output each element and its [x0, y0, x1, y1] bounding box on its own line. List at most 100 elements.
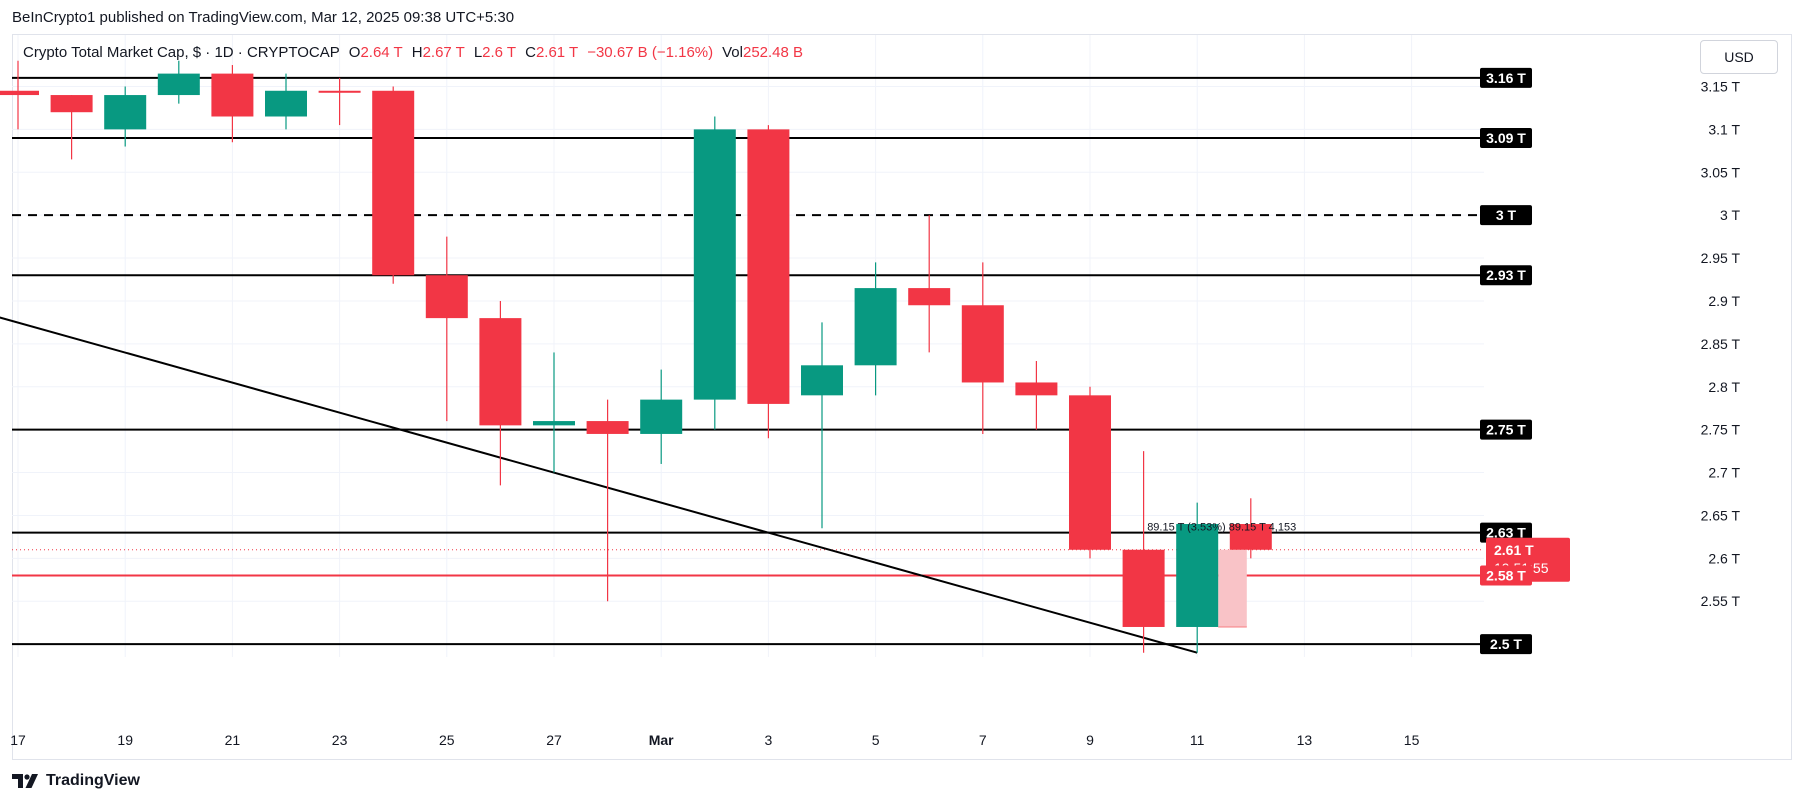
candle[interactable] [211, 65, 254, 143]
projection-box[interactable] [1218, 549, 1247, 627]
candle[interactable] [1229, 498, 1272, 559]
price-axis: 2.55 T 2.6 T 2.65 T 2.7 T 2.75 T 2.8 T 2.85 T 2… [1701, 78, 1741, 609]
time-tick-label: 25 [439, 732, 455, 748]
level-badge-text: 3 T [1496, 207, 1517, 223]
candle[interactable] [265, 73, 307, 130]
red-level-badge-bg [1480, 565, 1532, 586]
candle[interactable] [1015, 361, 1058, 430]
candle[interactable] [747, 125, 790, 439]
time-tick-label: 23 [332, 732, 348, 748]
time-tick-label: 15 [1404, 732, 1420, 748]
open-label: O [348, 44, 361, 61]
level-badge: 2.93 T [1480, 265, 1532, 286]
time-tick-label: 5 [872, 732, 880, 748]
close-label: C [525, 44, 536, 61]
level-badge-text: 2.75 T [1486, 422, 1526, 438]
candle[interactable] [961, 262, 1004, 434]
level-badge-bg [1480, 265, 1532, 286]
candle-body [908, 288, 951, 306]
candle-body [372, 90, 415, 276]
level-badge-text: 2.5 T [1490, 636, 1522, 652]
candle[interactable] [640, 369, 683, 464]
candle-body [640, 399, 683, 434]
candle-body [693, 129, 736, 400]
candle-body [318, 90, 361, 93]
level-badge-bg [1480, 205, 1532, 226]
price-tick-label: 2.55 T [1701, 593, 1741, 609]
candle[interactable] [157, 60, 200, 104]
time-tick-label: 19 [117, 732, 133, 748]
publish-attribution: BeInCrypto1 published on TradingView.com… [12, 9, 515, 26]
candle-body [586, 421, 629, 434]
time-tick-label: Mar [649, 732, 674, 748]
candle[interactable] [425, 236, 468, 422]
candle[interactable] [693, 116, 736, 430]
candle-body [961, 305, 1004, 383]
candles-layer [0, 60, 1272, 653]
trendline-layer [0, 310, 1198, 654]
volume-label: Vol [722, 44, 743, 61]
candle[interactable] [586, 399, 629, 602]
currency-button[interactable]: USD [1700, 40, 1778, 74]
level-badge: 3.16 T [1480, 67, 1532, 88]
candle[interactable] [50, 95, 93, 160]
level-badge-bg [1480, 127, 1532, 148]
price-tick-label: 2.6 T [1708, 550, 1740, 566]
time-axis: 17 19 21 23 25 27 Mar 3 5 7 9 11 13 15 [10, 732, 1419, 748]
time-tick-label: 9 [1086, 732, 1094, 748]
time-tick-label: 27 [546, 732, 562, 748]
chart-frame [12, 34, 1792, 760]
candle[interactable] [908, 215, 951, 353]
price-tick-label: 2.75 T [1701, 422, 1741, 438]
level-badge-text: 3.16 T [1486, 70, 1526, 86]
price-tick-label: 2.85 T [1701, 336, 1741, 352]
level-badge-text: 2.63 T [1486, 525, 1526, 541]
level-badge-bg [1480, 419, 1532, 440]
trendline[interactable] [0, 310, 1198, 654]
candle[interactable] [372, 86, 415, 284]
candle[interactable] [318, 77, 361, 126]
current-price-value: 2.61 T [1494, 542, 1534, 558]
price-tick-label: 3.05 T [1701, 164, 1741, 180]
candle-body [747, 129, 790, 404]
candle[interactable] [533, 352, 575, 473]
candle[interactable] [0, 60, 39, 130]
level-badge-text: 2.93 T [1486, 267, 1526, 283]
change-value: −30.67 B (−1.16%) [587, 44, 714, 61]
price-tick-label: 2.65 T [1701, 507, 1741, 523]
candle[interactable] [801, 322, 843, 529]
level-badge-bg [1480, 67, 1532, 88]
time-tick-label: 13 [1297, 732, 1313, 748]
candle[interactable] [479, 300, 522, 486]
candle[interactable] [1176, 502, 1219, 653]
low-value: 2.6 T [482, 44, 517, 61]
candle-body [1229, 524, 1272, 550]
level-badge: 2.63 T [1480, 522, 1532, 543]
symbol-legend: Crypto Total Market Cap, $ · 1D · CRYPTO… [23, 44, 803, 61]
tradingview-brand[interactable]: TradingView [12, 772, 140, 790]
level-badge: 2.5 T [1480, 634, 1532, 655]
price-tick-label: 2.7 T [1708, 465, 1740, 481]
candle[interactable] [104, 86, 147, 147]
time-tick-label: 3 [765, 732, 773, 748]
level-badge-bg [1480, 522, 1532, 543]
candle[interactable] [1122, 451, 1165, 653]
high-value: 2.67 T [422, 44, 465, 61]
red-level-badge-text: 2.58 T [1486, 567, 1526, 583]
measure-annotation: 89.15 T (3.53%) 89.15 T 4,153 [1147, 521, 1296, 533]
price-tick-label: 2.8 T [1708, 379, 1740, 395]
level-badge: 2.75 T [1480, 419, 1532, 440]
price-tick-label: 2.95 T [1701, 250, 1741, 266]
candle-body [479, 318, 522, 426]
price-tick-label: 2.9 T [1708, 293, 1740, 309]
candle-body [104, 95, 147, 130]
brand-name: TradingView [46, 772, 140, 789]
candle[interactable] [854, 262, 897, 396]
candle-body [1122, 549, 1165, 627]
price-tick-label: 3.15 T [1701, 78, 1741, 94]
annotation-layer: 89.15 T (3.53%) 89.15 T 4,153 [1147, 521, 1296, 533]
price-tick-label: 3.1 T [1708, 121, 1740, 137]
low-label: L [473, 44, 483, 61]
candle[interactable] [1069, 386, 1111, 559]
